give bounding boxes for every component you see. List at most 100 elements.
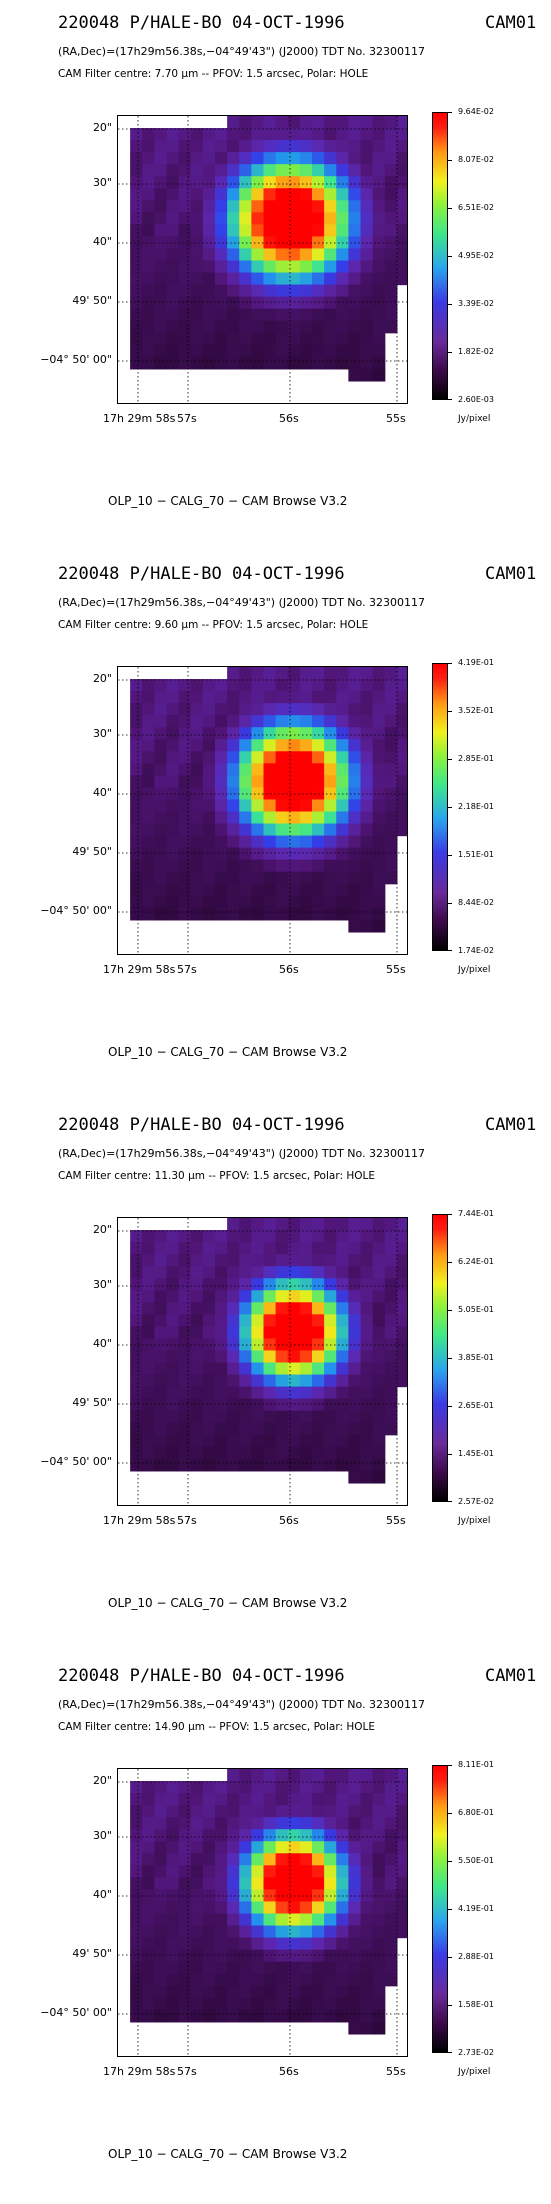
colorbar-tick-label: 4.95E-02: [458, 251, 494, 260]
heatmap-cell: [251, 727, 265, 740]
heatmap-cell: [227, 1973, 240, 1987]
heatmap-cell: [372, 703, 386, 716]
heatmap-cell: [166, 152, 180, 165]
heatmap-cell: [215, 212, 228, 225]
heatmap-cell: [239, 1985, 252, 1999]
heatmap-cell: [275, 703, 289, 716]
heatmap-cell: [336, 811, 349, 825]
heatmap-cell: [202, 823, 216, 837]
heatmap-cell: [263, 1434, 277, 1448]
heatmap-cell: [372, 1865, 386, 1878]
heatmap-cell: [287, 356, 301, 370]
heatmap-cell: [263, 1266, 277, 1279]
heatmap-cell: [202, 1925, 216, 1939]
heatmap-cell: [190, 1925, 204, 1939]
heatmap-cell: [324, 272, 337, 286]
heatmap-cell: [263, 1769, 277, 1782]
heatmap-cell: [178, 799, 192, 813]
heatmap-cell: [251, 1278, 265, 1291]
heatmap-cell: [166, 1314, 180, 1327]
y-tick-label: 30": [92, 727, 112, 740]
heatmap-cell: [275, 260, 289, 274]
heatmap-cell: [396, 727, 407, 740]
heatmap-cell: [190, 847, 204, 861]
heatmap-cell: [142, 1973, 155, 1987]
heatmap-cell: [360, 871, 374, 885]
heatmap-cell: [372, 1973, 386, 1987]
heatmap-cell: [130, 1925, 143, 1939]
heatmap-cell: [202, 1386, 216, 1400]
heatmap-cell: [227, 1242, 240, 1255]
colorbar: [432, 112, 448, 400]
heatmap-cell: [215, 739, 228, 752]
heatmap-cell: [154, 1913, 168, 1927]
colorbar-tick: [448, 208, 452, 209]
heatmap-cell: [154, 1398, 168, 1412]
heatmap-cell: [190, 1362, 204, 1376]
heatmap-cell: [215, 1302, 228, 1315]
heatmap-cell: [142, 1326, 155, 1340]
heatmap-cell: [215, 859, 228, 873]
heatmap-cell: [263, 1326, 277, 1340]
colorbar-tick: [448, 1501, 452, 1502]
heatmap-cell: [396, 811, 407, 825]
heatmap-cell: [396, 1853, 407, 1866]
heatmap-cell: [372, 727, 386, 740]
heatmap-cell: [275, 883, 289, 897]
heatmap-cell: [396, 1242, 407, 1255]
heatmap-cell: [372, 260, 386, 274]
heatmap-cell: [178, 1278, 192, 1291]
heatmap-cell: [263, 1458, 277, 1472]
heatmap-cell: [384, 871, 398, 885]
heatmap-cell: [324, 152, 337, 165]
heatmap-cell: [190, 1242, 204, 1255]
heatmap-cell: [178, 1410, 192, 1424]
heatmap-cell: [166, 284, 180, 298]
heatmap-cell: [360, 1398, 374, 1412]
heatmap-cell: [202, 715, 216, 728]
heatmap-cell: [239, 1793, 252, 1806]
heatmap-cell: [130, 344, 143, 358]
heatmap-cell: [202, 1949, 216, 1963]
heatmap-cell: [227, 260, 240, 274]
heatmap-cell: [190, 1302, 204, 1315]
heatmap-cell: [215, 188, 228, 201]
heatmap-cell: [154, 1326, 168, 1340]
heatmap-cell: [275, 1338, 289, 1352]
heatmap-cell: [287, 1781, 301, 1794]
heatmap-cell: [324, 1973, 337, 1987]
heatmap-cell: [275, 667, 289, 680]
y-tick-label: 20": [92, 1223, 112, 1236]
heatmap-cell: [251, 1434, 265, 1448]
heatmap-cell: [178, 895, 192, 909]
colorbar-tick-label: 2.18E-01: [458, 802, 494, 811]
heatmap-cell: [384, 1949, 398, 1963]
heatmap-cell: [190, 1338, 204, 1352]
heatmap-cell: [348, 1877, 362, 1891]
heatmap-cell: [372, 715, 386, 728]
heatmap-cell: [324, 320, 337, 334]
heatmap-cell: [324, 1314, 337, 1327]
heatmap-cell: [251, 907, 265, 921]
heatmap-cell: [360, 260, 374, 274]
heatmap-cell: [251, 1398, 265, 1412]
heatmap-cell: [166, 787, 180, 801]
heatmap-cell: [190, 1314, 204, 1327]
heatmap-cell: [215, 1793, 228, 1806]
heatmap-cell: [299, 2009, 313, 2023]
heatmap-cell: [178, 703, 192, 716]
heatmap-cell: [202, 236, 216, 250]
heatmap-cell: [215, 1865, 228, 1878]
heatmap-cell: [384, 320, 398, 334]
heatmap-cell: [263, 152, 277, 165]
heatmap-cell: [336, 775, 349, 789]
heatmap-cell: [202, 1805, 216, 1818]
heatmap-cell: [154, 1290, 168, 1303]
heatmap-cell: [130, 1338, 143, 1352]
heatmap-cell: [275, 1386, 289, 1400]
heatmap-cell: [336, 763, 349, 776]
colorbar-tick: [448, 1310, 452, 1311]
heatmap-cell: [142, 1254, 155, 1267]
heatmap-cell: [215, 128, 228, 141]
heatmap-cell: [324, 799, 337, 813]
